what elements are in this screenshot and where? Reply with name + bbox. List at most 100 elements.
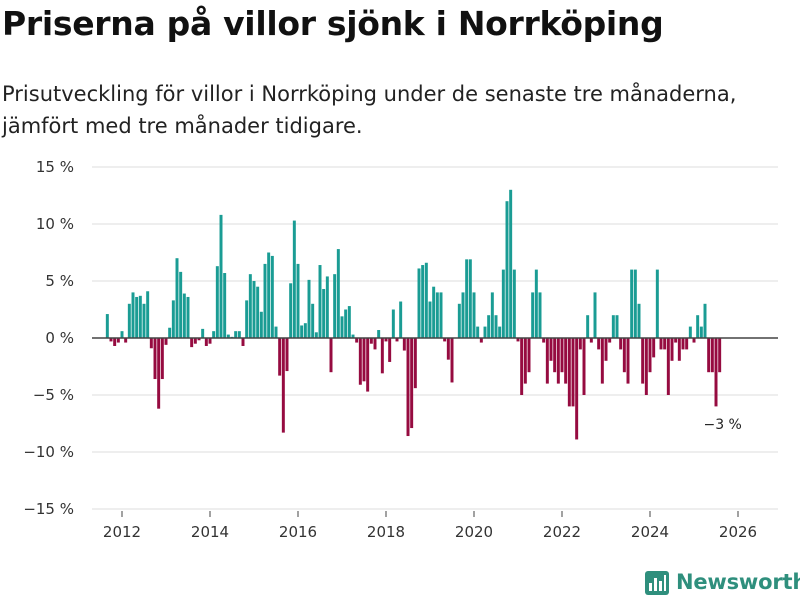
bar: [512, 269, 516, 338]
y-tick-label: 0 %: [45, 329, 74, 347]
x-tick-label: 2024: [631, 523, 669, 541]
bar: [531, 292, 535, 338]
bar: [666, 338, 670, 395]
bar: [292, 220, 296, 338]
bar: [336, 249, 340, 338]
x-axis: 2012 2014 2016 2018 2020 2022 2024 2026: [103, 511, 757, 541]
bar: [432, 286, 436, 338]
y-tick-label: 5 %: [45, 272, 74, 290]
bar: [692, 338, 696, 343]
y-tick-label: −5 %: [33, 386, 74, 404]
bar: [186, 296, 190, 338]
bar: [571, 338, 575, 407]
bar: [696, 315, 700, 338]
bar: [575, 338, 579, 440]
bar: [523, 338, 527, 384]
bar: [509, 189, 513, 338]
bar: [219, 214, 223, 338]
bar: [380, 338, 384, 374]
bar: [270, 255, 274, 338]
y-tick-label: 15 %: [36, 158, 74, 176]
bar: [626, 338, 630, 384]
bar: [204, 338, 208, 346]
x-tick-label: 2018: [367, 523, 405, 541]
bar: [604, 338, 608, 361]
bar: [179, 271, 183, 338]
bar: [560, 338, 564, 373]
bar: [476, 326, 480, 338]
bar: [461, 292, 465, 338]
y-tick-label: −15 %: [23, 500, 74, 518]
x-tick-label: 2016: [279, 523, 317, 541]
data-label: −3 %: [703, 417, 741, 433]
bar: [468, 259, 472, 338]
bar: [281, 338, 285, 433]
bar: [659, 338, 663, 350]
bar: [215, 266, 219, 338]
bar: [153, 338, 157, 380]
newsworthy-logo: Newsworthy: [645, 569, 800, 595]
bar: [582, 338, 586, 395]
bar: [355, 338, 359, 343]
bar: [538, 292, 542, 338]
bar: [300, 325, 304, 338]
newsworthy-bar-chart-icon: [645, 571, 669, 595]
bar: [241, 338, 245, 346]
bar: [663, 338, 667, 350]
bar: [124, 338, 128, 343]
bar: [505, 201, 509, 338]
bar: [703, 303, 707, 338]
bar: [487, 315, 491, 338]
bar: [637, 303, 641, 338]
bar: [193, 338, 197, 344]
bar: [146, 291, 150, 338]
bar: [446, 338, 450, 360]
bar: [685, 338, 689, 350]
x-tick-label: 2026: [719, 523, 757, 541]
bar: [435, 292, 439, 338]
y-axis: 15 % 10 % 5 % 0 % −5 % −10 % −15 %: [23, 158, 74, 518]
bar: [340, 316, 344, 338]
bar: [714, 338, 718, 407]
bar: [252, 281, 256, 338]
bar: [171, 300, 175, 338]
bar: [259, 311, 263, 338]
bar: [710, 338, 714, 373]
bar: [681, 338, 685, 350]
bar: [644, 338, 648, 395]
bar: [135, 296, 139, 338]
chart-subtitle: Prisutveckling för villor i Norrköping u…: [2, 82, 737, 138]
y-tick-label: −10 %: [23, 443, 74, 461]
bar: [428, 301, 432, 338]
bar: [182, 293, 186, 338]
bar: [670, 338, 674, 361]
bar: [516, 338, 520, 342]
bar: [630, 269, 634, 338]
bar: [278, 338, 282, 376]
bar: [534, 269, 538, 338]
bar: [674, 338, 678, 343]
bar: [567, 338, 571, 407]
bar: [285, 338, 289, 372]
bar: [395, 338, 399, 342]
bar: [138, 295, 142, 338]
bar: [127, 303, 131, 338]
bar: [263, 263, 267, 338]
bar: [248, 274, 252, 338]
bar: [311, 303, 315, 338]
bar: [333, 274, 337, 338]
bar: [168, 327, 172, 338]
bar: [256, 286, 260, 338]
bar: [197, 338, 201, 341]
bar: [142, 303, 146, 338]
bar: [549, 338, 553, 361]
bar: [501, 269, 505, 338]
bar: [245, 300, 249, 338]
bar: [109, 338, 113, 342]
bar: [384, 338, 388, 342]
bar: [329, 338, 333, 373]
bar: [226, 334, 230, 338]
bar: [234, 331, 238, 338]
bar: [190, 338, 194, 348]
bar: [406, 338, 410, 437]
